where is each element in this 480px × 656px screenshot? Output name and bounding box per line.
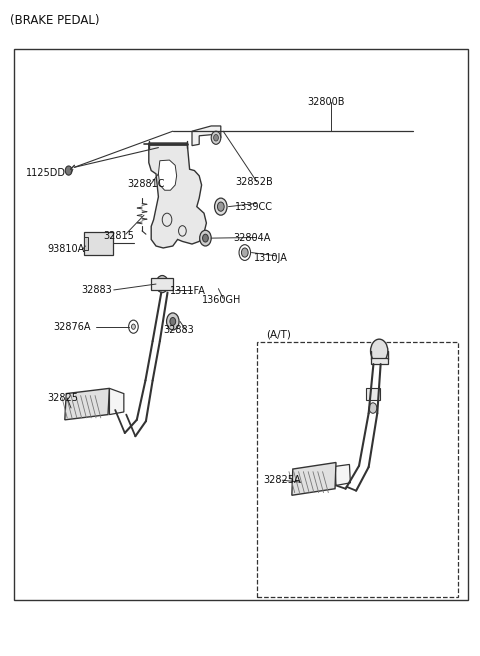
Polygon shape xyxy=(292,462,336,495)
Text: 32852B: 32852B xyxy=(235,176,273,187)
Circle shape xyxy=(241,248,248,257)
Text: 32883: 32883 xyxy=(82,285,112,295)
Text: 32815: 32815 xyxy=(103,230,134,241)
Circle shape xyxy=(200,230,211,246)
Circle shape xyxy=(371,339,388,363)
Circle shape xyxy=(159,280,165,288)
Circle shape xyxy=(211,131,221,144)
Text: 32804A: 32804A xyxy=(233,233,271,243)
Text: 32800B: 32800B xyxy=(307,96,345,107)
Circle shape xyxy=(217,202,224,211)
Text: (A/T): (A/T) xyxy=(266,329,291,340)
Text: 1125DD: 1125DD xyxy=(26,167,66,178)
Text: 32825A: 32825A xyxy=(263,475,300,485)
Polygon shape xyxy=(335,464,350,485)
Polygon shape xyxy=(65,388,109,420)
Text: 1339CC: 1339CC xyxy=(235,201,273,212)
Circle shape xyxy=(65,166,72,175)
Bar xyxy=(151,278,173,290)
Text: 1360GH: 1360GH xyxy=(202,295,241,306)
Bar xyxy=(371,358,388,364)
Circle shape xyxy=(369,403,377,413)
Bar xyxy=(257,342,458,597)
Text: (BRAKE PEDAL): (BRAKE PEDAL) xyxy=(10,14,99,28)
Circle shape xyxy=(170,318,176,325)
Circle shape xyxy=(156,276,168,293)
Text: 32876A: 32876A xyxy=(54,321,91,332)
Bar xyxy=(14,49,468,600)
Circle shape xyxy=(203,234,208,242)
Polygon shape xyxy=(109,388,124,415)
Polygon shape xyxy=(158,160,177,190)
Bar xyxy=(84,237,88,250)
Text: 32825: 32825 xyxy=(47,393,78,403)
Text: 1310JA: 1310JA xyxy=(254,253,288,263)
Circle shape xyxy=(132,324,135,329)
Text: 93810A: 93810A xyxy=(47,244,84,255)
Polygon shape xyxy=(192,126,221,146)
Text: 32883: 32883 xyxy=(163,325,194,335)
Circle shape xyxy=(214,134,218,141)
Bar xyxy=(84,232,113,255)
Text: 1311FA: 1311FA xyxy=(170,285,206,296)
Circle shape xyxy=(167,313,179,330)
Polygon shape xyxy=(149,143,206,248)
Circle shape xyxy=(215,198,227,215)
Bar xyxy=(366,388,380,400)
Text: 32881C: 32881C xyxy=(127,178,165,189)
